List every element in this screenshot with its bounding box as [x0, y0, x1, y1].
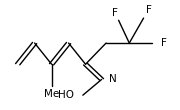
Text: F: F — [146, 6, 152, 16]
Text: Me: Me — [44, 89, 59, 99]
Text: F: F — [112, 8, 118, 18]
Text: N: N — [109, 74, 116, 84]
Text: F: F — [161, 38, 166, 48]
Text: HO: HO — [58, 90, 74, 100]
